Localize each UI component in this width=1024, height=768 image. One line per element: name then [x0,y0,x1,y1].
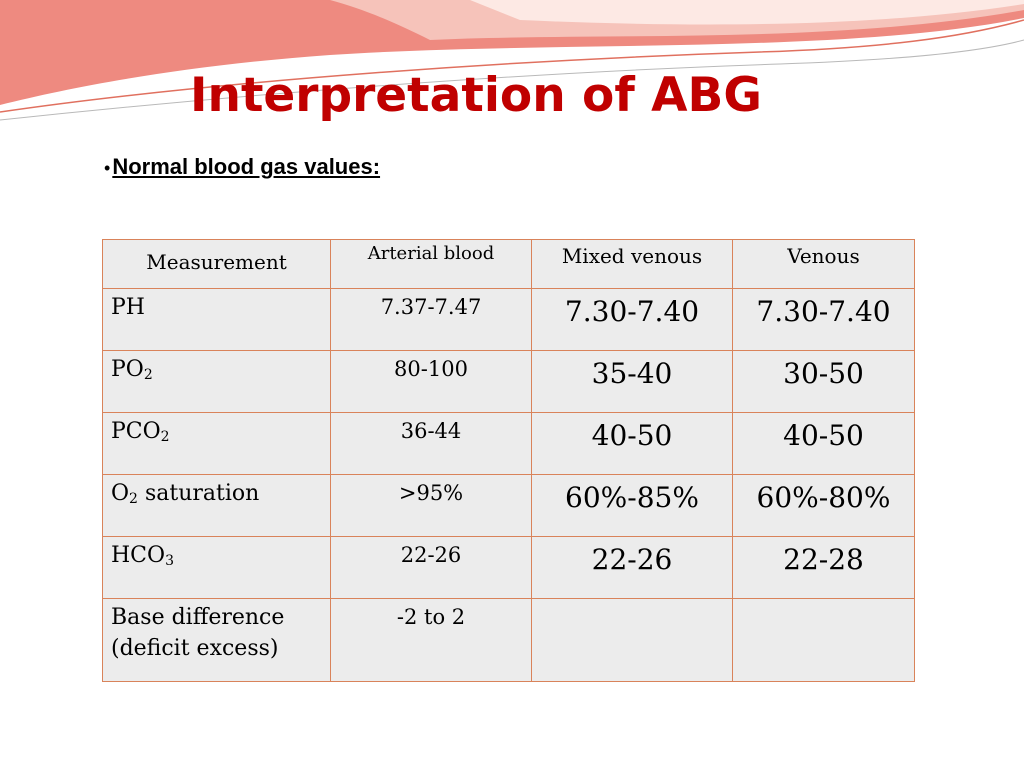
cell-mixed-venous [531,598,733,682]
header-venous: Venous [732,239,915,289]
measurement-suffix: saturation [137,481,260,506]
cell-venous: 40-50 [732,412,915,475]
cell-measurement: O2 saturation [102,474,331,537]
cell-mixed-venous: 40-50 [531,412,733,475]
header-swoosh-decoration [0,0,1024,121]
measurement-subscript: 2 [129,491,138,507]
cell-arterial: 7.37-7.47 [330,288,532,351]
measurement-subscript: 3 [165,553,174,569]
cell-venous: 7.30-7.40 [732,288,915,351]
measurement-name: HCO [111,543,166,568]
cell-venous [732,598,915,682]
measurement-prefix: O [111,481,130,506]
table-row: HCO3 22-26 22-26 22-28 [102,536,915,599]
table-row: PCO2 36-44 40-50 40-50 [102,412,915,475]
table-row: PH 7.37-7.47 7.30-7.40 7.30-7.40 [102,288,915,351]
cell-venous: 22-28 [732,536,915,599]
cell-arterial: -2 to 2 [330,598,532,682]
bullet-icon: • [104,158,111,178]
slide-title: Interpretation of ABG [190,68,762,123]
cell-arterial: 22-26 [330,536,532,599]
cell-mixed-venous: 7.30-7.40 [531,288,733,351]
cell-measurement: PH [102,288,331,351]
measurement-line-1: Base difference [111,605,285,630]
table-row: Base difference (deficit excess) -2 to 2 [102,598,915,682]
cell-measurement: PO2 [102,350,331,413]
cell-arterial: 36-44 [330,412,532,475]
blood-gas-table: Measurement Arterial blood Mixed venous … [102,239,915,682]
cell-venous: 30-50 [732,350,915,413]
swoosh-line-red [0,19,1024,113]
cell-arterial: >95% [330,474,532,537]
table-row: O2 saturation >95% 60%-85% 60%-80% [102,474,915,537]
cell-measurement: HCO3 [102,536,331,599]
header-arterial-blood: Arterial blood [330,239,532,289]
measurement-line-2: (deficit excess) [111,635,279,661]
cell-mixed-venous: 60%-85% [531,474,733,537]
cell-measurement: PCO2 [102,412,331,475]
slide-subtitle: •Normal blood gas values: [104,154,380,180]
header-mixed-venous: Mixed venous [531,239,733,289]
cell-venous: 60%-80% [732,474,915,537]
cell-measurement: Base difference (deficit excess) [102,598,331,682]
swoosh-line-thin [0,39,1024,121]
subtitle-text: Normal blood gas values: [112,154,381,179]
cell-arterial: 80-100 [330,350,532,413]
measurement-name: PCO [111,419,161,444]
cell-mixed-venous: 22-26 [531,536,733,599]
table-header-row: Measurement Arterial blood Mixed venous … [102,239,915,289]
measurement-name: PH [111,295,145,320]
table-row: PO2 80-100 35-40 30-50 [102,350,915,413]
cell-mixed-venous: 35-40 [531,350,733,413]
header-measurement: Measurement [102,239,331,289]
swoosh-band-white [470,0,1024,25]
measurement-subscript: 2 [143,367,153,383]
measurement-subscript: 2 [160,429,170,445]
measurement-name: PO [111,357,144,382]
